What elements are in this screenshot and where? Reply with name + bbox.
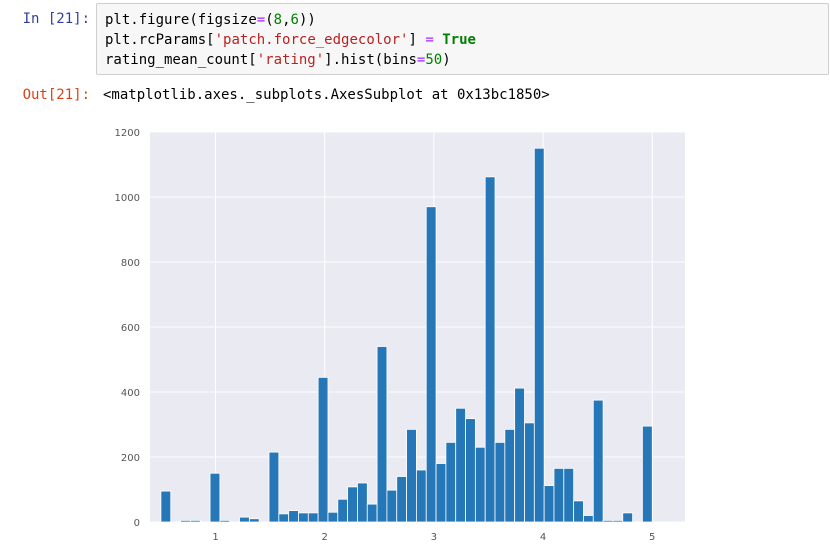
code-token: ,: [282, 12, 291, 28]
histogram-bar: [622, 512, 633, 523]
histogram-bar: [543, 485, 555, 523]
code-token: 6: [290, 12, 299, 28]
histogram-bar: [583, 515, 594, 523]
histogram-bar: [347, 486, 358, 523]
code-token: (: [265, 12, 274, 28]
histogram-bar: [533, 147, 545, 523]
histogram-bar: [445, 441, 457, 523]
histogram-bar: [189, 519, 201, 523]
code-token: [434, 32, 442, 48]
code-token: bins: [383, 52, 417, 68]
code-token: =: [416, 52, 426, 68]
histogram-bar: [376, 346, 388, 523]
histogram-bar: [474, 446, 486, 523]
output-prompt: Out[21]:: [22, 87, 90, 103]
histogram-bar: [484, 176, 496, 523]
histogram-bar: [209, 472, 221, 523]
histogram-bar: [494, 441, 506, 523]
code-line: plt.figure(figsize=(8,6)): [105, 10, 476, 30]
y-tick-label: 1000: [115, 193, 140, 204]
code-cell[interactable]: plt.figure(figsize=(8,6)) plt.rcParams['p…: [96, 3, 829, 75]
code-token: True: [442, 32, 476, 48]
code-token: 'rating': [256, 52, 325, 68]
x-tick-label: 1: [212, 532, 218, 543]
histogram-bar: [642, 425, 653, 523]
code-token: 'patch.force_edgecolor': [214, 32, 409, 48]
histogram-bar: [465, 418, 476, 523]
histogram-bar: [425, 206, 437, 523]
histogram-bar: [612, 519, 624, 523]
code-line: plt.rcParams['patch.force_edgecolor'] = …: [105, 30, 476, 50]
code-token: .: [130, 12, 139, 28]
code-token: (: [189, 12, 198, 28]
histogram-bar: [563, 467, 575, 523]
y-tick-label: 1200: [115, 128, 140, 139]
histogram-bar: [366, 503, 378, 523]
histogram-bar: [553, 467, 565, 523]
code-line: rating_mean_count['rating'].hist(bins=50…: [105, 50, 476, 70]
code-token: =: [256, 12, 266, 28]
histogram-bar: [337, 498, 349, 523]
histogram-bar: [219, 519, 231, 523]
histogram-bar: [288, 510, 299, 523]
code-token: figsize: [197, 12, 257, 28]
x-tick-label: 3: [431, 532, 437, 543]
histogram-bar: [455, 407, 466, 523]
x-tick-label: 2: [322, 532, 328, 543]
code-token: ): [442, 52, 451, 68]
histogram-bar: [416, 469, 427, 523]
histogram-bar: [592, 399, 604, 523]
histogram-bar: [602, 519, 614, 523]
histogram-chart: 0 200 400 600 800 1000 1200 1 2 3 4 5: [115, 128, 685, 543]
code-token: ]: [324, 52, 333, 68]
code-token: rating_mean_count: [105, 52, 249, 68]
histogram-bar: [248, 518, 260, 523]
y-tick-label: 600: [121, 323, 140, 334]
input-prompt: In [21]:: [22, 11, 90, 27]
code-token: .: [332, 52, 342, 68]
code-token: =: [425, 32, 434, 48]
histogram-bar: [435, 463, 447, 523]
histogram-bar: [298, 512, 309, 523]
histogram-bar: [278, 513, 290, 523]
code-token: hist: [341, 52, 375, 68]
y-tick-label: 200: [121, 453, 140, 464]
code-token: rcParams: [138, 32, 207, 48]
histogram-bar: [317, 376, 329, 523]
histogram-bar: [406, 428, 417, 523]
code-token: 50: [425, 52, 443, 68]
output-text: <matplotlib.axes._subplots.AxesSubplot a…: [103, 87, 550, 103]
histogram-bar: [180, 519, 191, 523]
histogram-bar: [514, 387, 525, 523]
y-tick-label: 400: [121, 388, 140, 399]
x-tick-label: 5: [649, 532, 655, 543]
histogram-bar: [239, 516, 250, 523]
code-token: )): [298, 12, 316, 28]
code-token: 8: [273, 12, 283, 28]
histogram-bar: [327, 511, 339, 523]
code-token: [: [206, 32, 215, 48]
histogram-bar: [386, 489, 398, 523]
code-editor[interactable]: plt.figure(figsize=(8,6)) plt.rcParams['p…: [105, 10, 476, 70]
code-token: (: [374, 52, 384, 68]
histogram-bar: [396, 476, 407, 523]
code-token: [: [248, 52, 257, 68]
x-tick-label: 4: [540, 532, 546, 543]
y-tick-label: 800: [121, 258, 140, 269]
code-token: figure: [138, 12, 190, 28]
histogram-bar: [160, 490, 172, 523]
histogram-bar: [573, 500, 584, 523]
histogram-bar: [504, 428, 516, 523]
code-token: plt: [105, 12, 131, 28]
y-tick-label: 0: [134, 518, 140, 529]
code-token: ]: [408, 32, 426, 48]
histogram-bar: [307, 512, 319, 523]
code-token: plt: [105, 32, 131, 48]
histogram-bar: [357, 482, 368, 523]
histogram-bar: [524, 422, 535, 523]
histogram-bar: [268, 451, 280, 523]
code-token: .: [130, 32, 139, 48]
